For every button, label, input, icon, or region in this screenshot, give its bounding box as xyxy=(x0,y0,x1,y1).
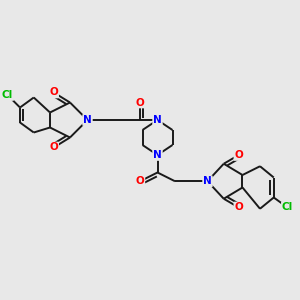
Text: N: N xyxy=(203,176,212,186)
Text: O: O xyxy=(50,142,58,152)
Text: O: O xyxy=(136,98,144,107)
Text: N: N xyxy=(83,115,92,125)
Text: O: O xyxy=(136,176,144,186)
Text: O: O xyxy=(234,202,243,212)
Text: Cl: Cl xyxy=(2,90,13,100)
Text: N: N xyxy=(153,150,162,160)
Text: Cl: Cl xyxy=(282,202,293,212)
Text: N: N xyxy=(153,115,162,125)
Text: O: O xyxy=(50,88,58,98)
Text: O: O xyxy=(234,150,243,160)
